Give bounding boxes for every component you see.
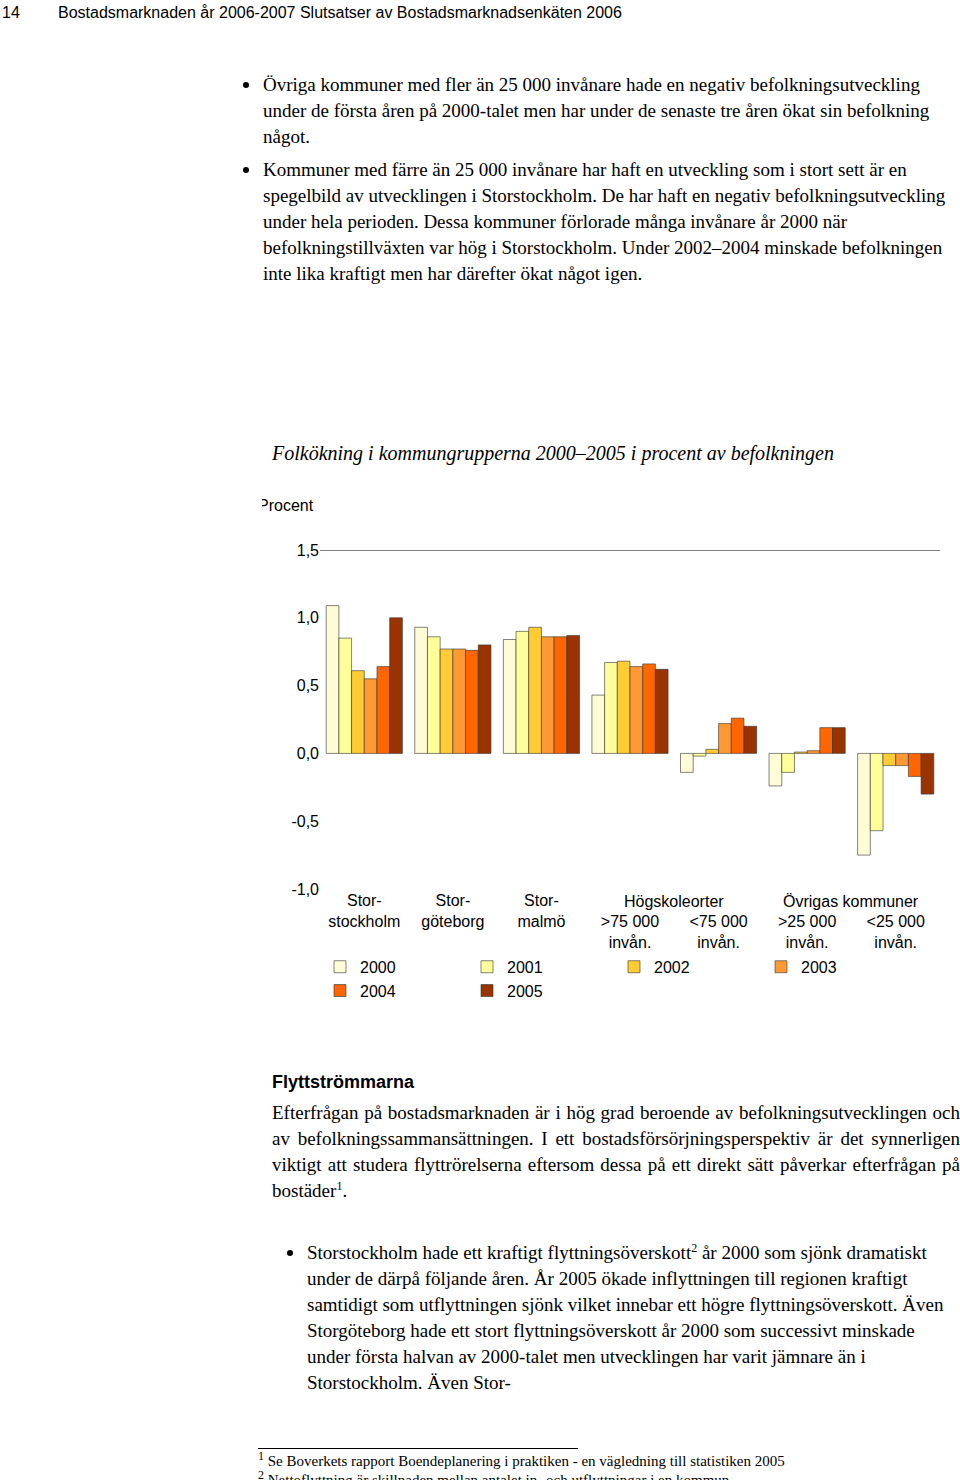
- svg-text:2002: 2002: [654, 959, 690, 976]
- svg-text:Stor-göteborg: Stor-göteborg: [421, 892, 484, 930]
- svg-text:<75 000invån.: <75 000invån.: [689, 892, 747, 951]
- html-text:Bostadsmarknaden år 2006-2007: Bostadsmarknaden år 2006-2007 Slutsatser…: [58, 4, 622, 21]
- svg-text:Övrigas kommuner: Övrigas kommuner: [783, 893, 919, 910]
- svg-text:1,5: 1,5: [297, 542, 319, 559]
- html-text:Storstockholm hade ett kraftig: Storstockholm hade ett kraftigt flyttnin…: [307, 1240, 944, 1393]
- html-text:Flyttströmmarna: Flyttströmmarna: [272, 1072, 414, 1092]
- svg-text:2005: 2005: [507, 983, 543, 1000]
- html-text:Kommuner med färre än 25 000 i: Kommuner med färre än 25 000 invånare ha…: [263, 159, 946, 284]
- svg-text:-0,5: -0,5: [291, 813, 319, 830]
- svg-text:Högskoleorter: Högskoleorter: [624, 893, 724, 910]
- svg-text:2003: 2003: [801, 959, 837, 976]
- html-text:Övriga kommuner med fler än 25: Övriga kommuner med fler än 25 000 invån…: [263, 74, 930, 147]
- html-text:Folkökning i kommungrupperna 2: Folkökning i kommungrupperna 2000–2005 i…: [272, 442, 834, 464]
- svg-text:-1,0: -1,0: [291, 881, 319, 898]
- svg-text:0,5: 0,5: [297, 677, 319, 694]
- svg-text:>75 000invån.: >75 000invån.: [601, 892, 659, 951]
- html-text:14: 14: [2, 4, 20, 21]
- html-text:1Se Boverkets rapport Boendepl: 1Se Boverkets rapport Boendeplanering i …: [258, 1449, 785, 1469]
- svg-text:2004: 2004: [360, 983, 396, 1000]
- svg-text:Procent: Procent: [262, 497, 314, 514]
- svg-text:1,0: 1,0: [297, 609, 319, 626]
- svg-text:Stor-stockholm: Stor-stockholm: [328, 892, 400, 930]
- html-text:Efterfrågan på bostadsmarknade: Efterfrågan på bostadsmarknaden är i hög…: [272, 1102, 960, 1201]
- svg-text:<25 000invån.: <25 000invån.: [867, 892, 925, 951]
- svg-text:2001: 2001: [507, 959, 543, 976]
- svg-text:>25 000invån.: >25 000invån.: [778, 892, 836, 951]
- svg-text:0,0: 0,0: [297, 745, 319, 762]
- svg-text:Stor-malmö: Stor-malmö: [517, 892, 565, 930]
- svg-text:2000: 2000: [360, 959, 396, 976]
